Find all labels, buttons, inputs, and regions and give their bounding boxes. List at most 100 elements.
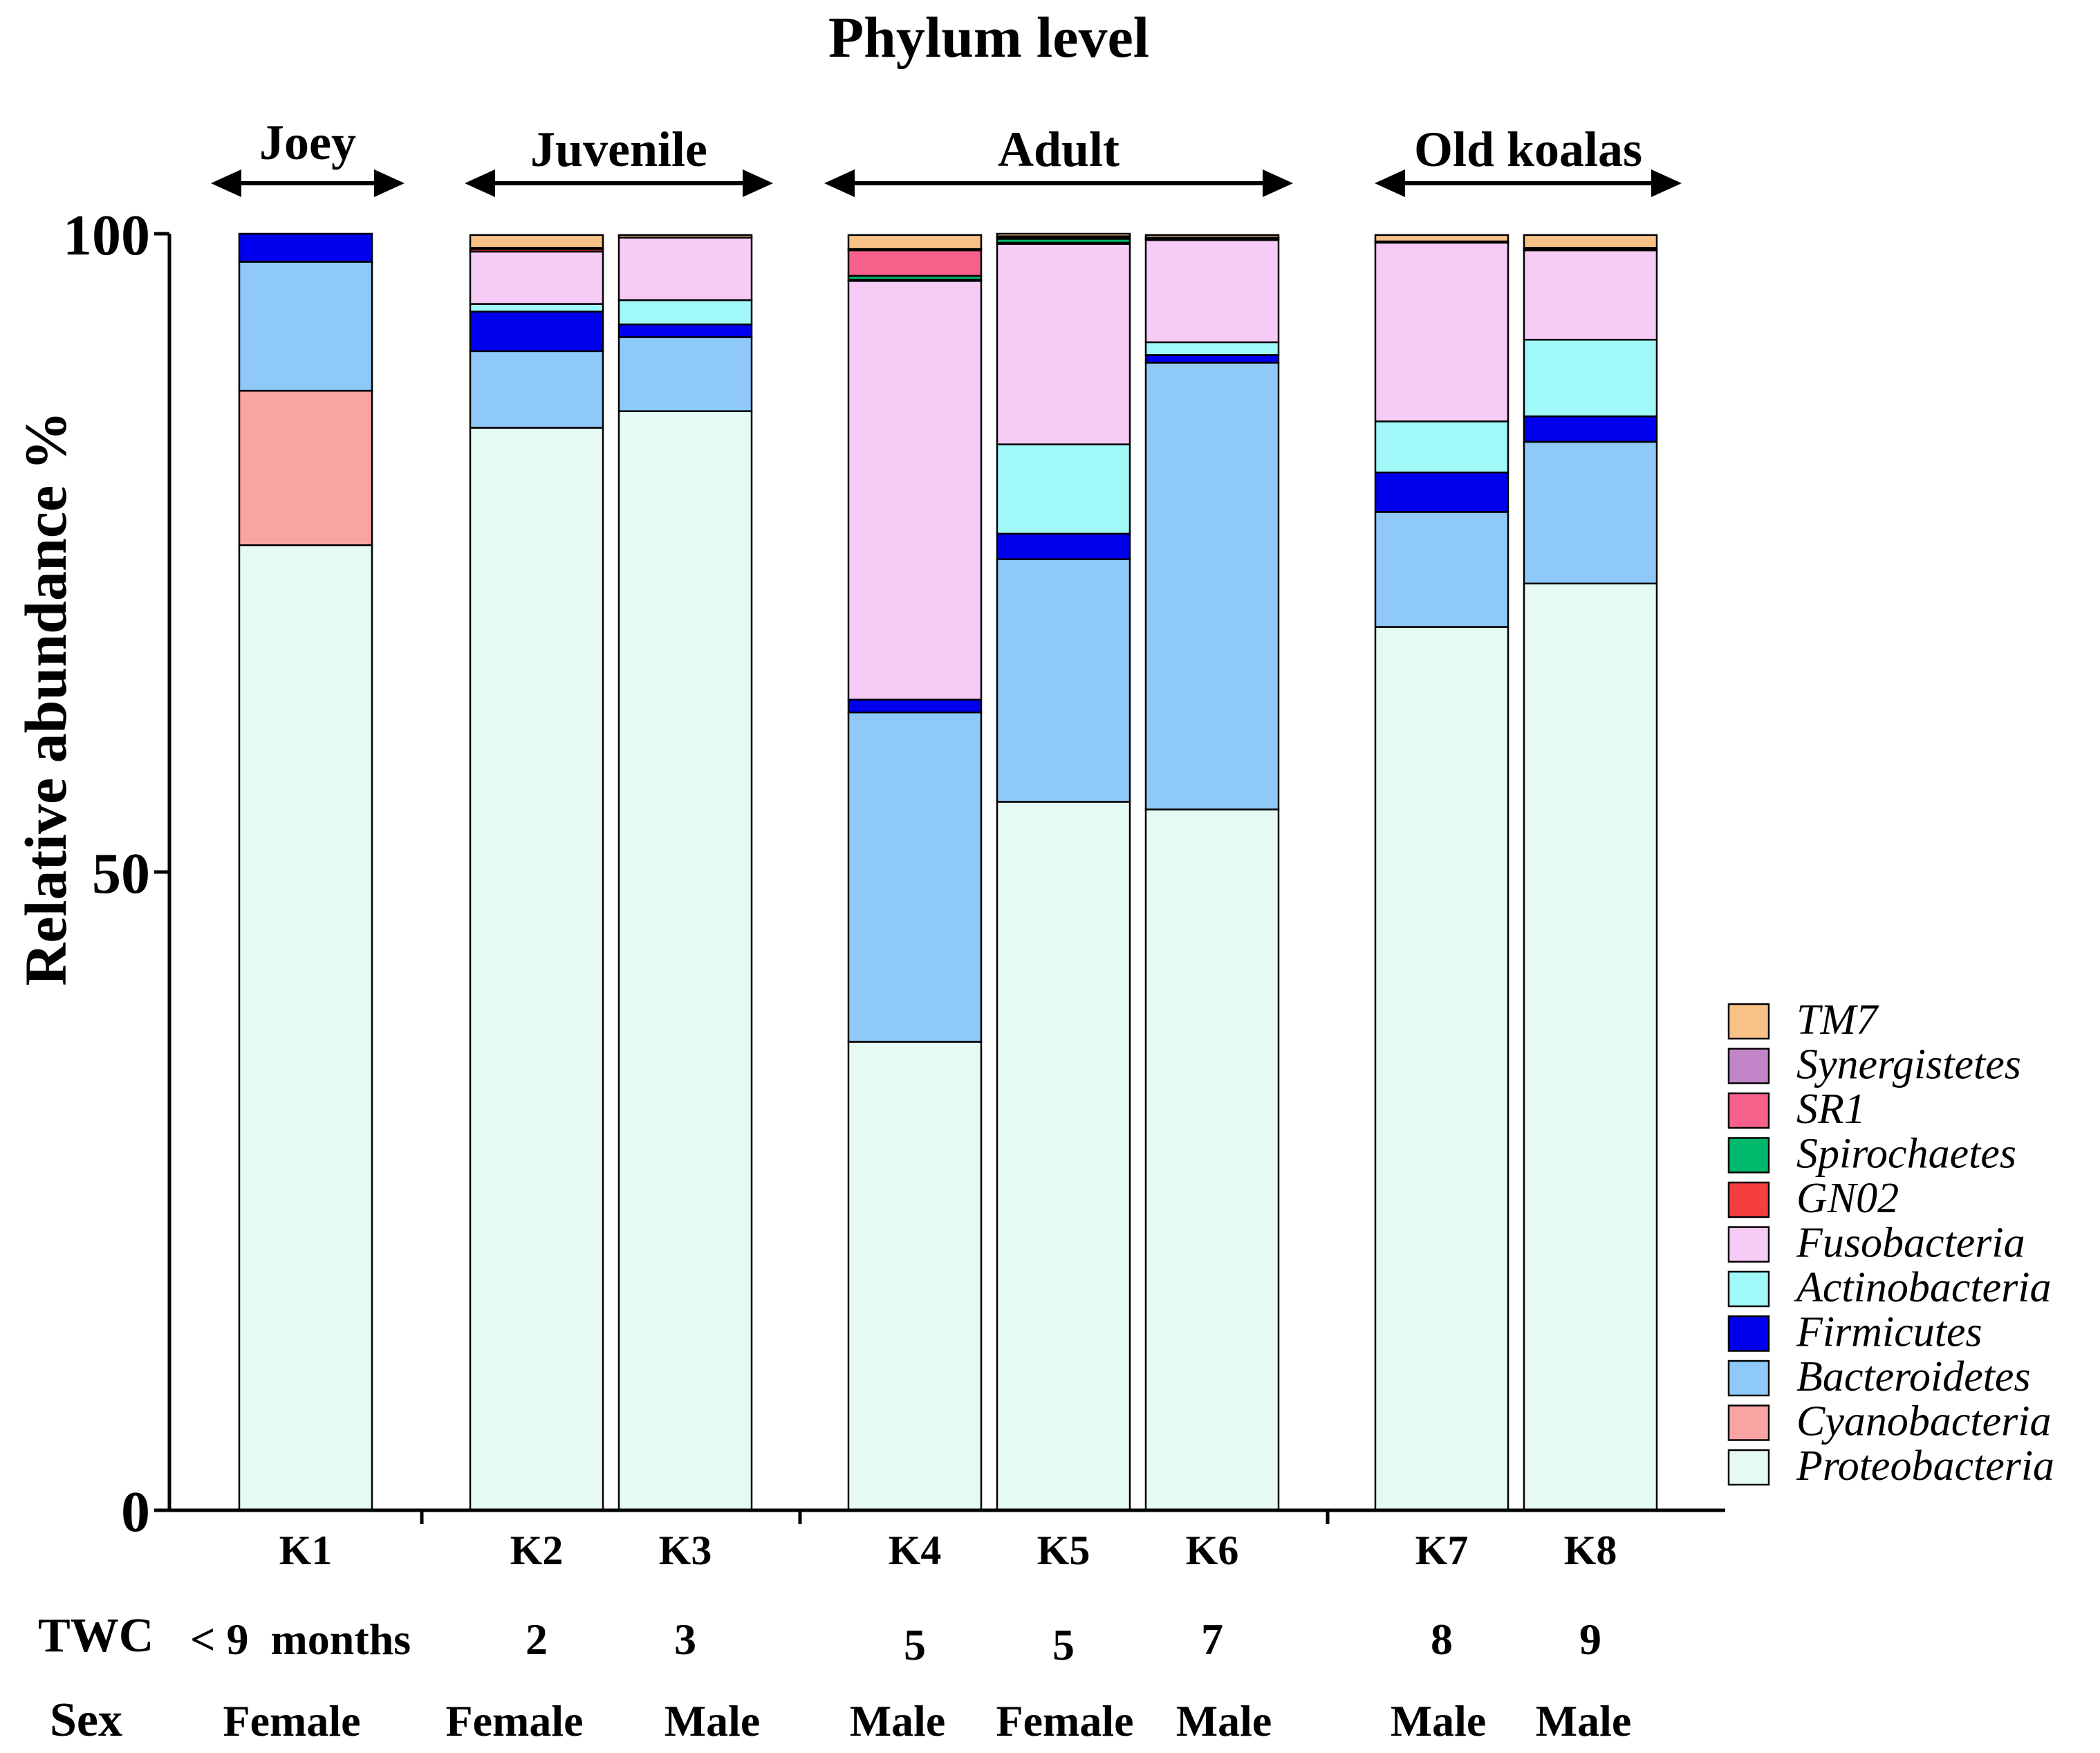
sex-value-k3: Male (665, 1696, 761, 1745)
bar-segment-k3-actinobacteria (617, 299, 753, 326)
bar-segment-k8-firmicutes (1523, 415, 1658, 443)
bar-segment-k5-actinobacteria (996, 443, 1131, 535)
bar-segment-k8-proteobacteria (1523, 582, 1658, 1512)
bar-segment-k2-actinobacteria (469, 303, 604, 313)
legend-item-sr1: SR1 (1727, 1086, 1866, 1133)
bar-segment-k8-tm7 (1523, 234, 1658, 249)
arrow-left-icon (1375, 169, 1405, 197)
bar-k2 (469, 234, 604, 1512)
sex-value-k2: Female (446, 1696, 584, 1745)
arrow-left-icon (824, 169, 855, 197)
arrow-right-icon (743, 169, 773, 197)
legend-label-gn02: GN02 (1796, 1175, 1899, 1222)
sex-value-k6: Male (1176, 1696, 1272, 1745)
bar-k5 (996, 232, 1131, 1512)
bar-segment-k3-tm7 (617, 234, 753, 239)
axes: 0 50 100 (63, 203, 1725, 1544)
legend-item-synergistetes: Synergistetes (1727, 1041, 2021, 1088)
bar-segment-k2-bacteroidetes (469, 350, 604, 429)
bar-segment-k8-bacteroidetes (1523, 440, 1658, 585)
sex-value-k7: Male (1391, 1696, 1487, 1745)
x-tick-label-k2: K2 (510, 1528, 564, 1573)
bar-segment-k7-tm7 (1374, 234, 1509, 243)
bar-segment-k6-fusobacteria (1144, 239, 1280, 344)
bar-segment-k3-firmicutes (617, 323, 753, 338)
bar-segment-k8-actinobacteria (1523, 338, 1658, 418)
bar-segment-k6-firmicutes (1144, 354, 1280, 364)
bar-segment-k5-proteobacteria (996, 801, 1131, 1512)
y-axis-label: Relative abundance % (12, 411, 79, 985)
bar-k6 (1144, 234, 1280, 1512)
legend-swatch-firmicutes (1727, 1315, 1770, 1352)
group-header-adult: Adult (824, 122, 1293, 197)
bar-k7 (1374, 234, 1509, 1512)
group-label-juvenile: Juvenile (530, 122, 707, 177)
bar-k4 (847, 234, 983, 1512)
legend-swatch-proteobacteria (1727, 1449, 1770, 1486)
legend-label-actinobacteria: Actinobacteria (1794, 1264, 2051, 1311)
bar-segment-k7-fusobacteria (1374, 241, 1509, 423)
x-tick-label-k5: K5 (1037, 1528, 1090, 1573)
legend-item-bacteroidetes: Bacteroidetes (1727, 1353, 2031, 1400)
bar-segment-k1-proteobacteria (238, 544, 373, 1512)
arrow-left-icon (465, 169, 495, 197)
bar-segment-k5-fusobacteria (996, 243, 1131, 445)
x-tick-label-k7: K7 (1415, 1528, 1469, 1573)
sex-row-label: Sex (50, 1694, 122, 1747)
chart-title: Phylum level (828, 6, 1149, 70)
legend-swatch-spirochaetes (1727, 1137, 1770, 1174)
bar-segment-k6-proteobacteria (1144, 808, 1280, 1512)
legend-label-bacteroidetes: Bacteroidetes (1796, 1353, 2031, 1400)
sex-value-k4: Male (850, 1696, 946, 1745)
x-tick-label-k8: K8 (1564, 1528, 1617, 1573)
arrow-right-icon (1651, 169, 1682, 197)
group-header-joey: Joey (211, 115, 405, 197)
bar-segment-k8-fusobacteria (1523, 249, 1658, 341)
bar-segment-k2-firmicutes (469, 310, 604, 353)
sex-value-k8: Male (1536, 1696, 1632, 1745)
legend-item-gn02: GN02 (1727, 1175, 1899, 1222)
twc-row-label: TWC (38, 1609, 154, 1662)
bar-segment-k2-proteobacteria (469, 427, 604, 1512)
legend-item-cyanobacteria: Cyanobacteria (1727, 1398, 2052, 1445)
bar-segment-k2-tm7 (469, 234, 604, 249)
legend-swatch-bacteroidetes (1727, 1360, 1770, 1397)
twc-value-k5: 5 (1052, 1620, 1075, 1669)
group-headers: Joey Juvenile Adult Old koalas (211, 115, 1682, 197)
bars (238, 232, 1658, 1512)
bar-segment-k6-tm7 (1144, 234, 1280, 239)
sex-value-k1: Female (223, 1696, 361, 1745)
bar-segment-k5-bacteroidetes (996, 558, 1131, 803)
bar-segment-k4-bacteroidetes (847, 712, 983, 1043)
legend-label-tm7: TM7 (1796, 996, 1879, 1044)
bar-segment-k2-fusobacteria (469, 250, 604, 305)
x-tick-label-k6: K6 (1186, 1528, 1239, 1573)
legend-label-fusobacteria: Fusobacteria (1796, 1220, 2025, 1267)
legend-item-tm7: TM7 (1727, 996, 1879, 1044)
group-header-old-koalas: Old koalas (1375, 122, 1682, 197)
twc-value-k3: 3 (674, 1615, 696, 1664)
legend-item-proteobacteria: Proteobacteria (1727, 1443, 2054, 1490)
legend-swatch-gn02 (1727, 1181, 1770, 1218)
bar-segment-k7-actinobacteria (1374, 420, 1509, 474)
x-labels: K1 K2 K3 K4 K5 K6 K7 K8 (279, 1528, 1617, 1573)
bar-segment-k3-bacteroidetes (617, 336, 753, 412)
bar-segment-k4-firmicutes (847, 698, 983, 714)
bar-segment-k1-bacteroidetes (238, 261, 373, 392)
y-tick-label-100: 100 (63, 203, 150, 268)
legend-item-actinobacteria: Actinobacteria (1727, 1264, 2051, 1311)
bar-segment-k3-fusobacteria (617, 236, 753, 302)
bar-segment-k1-cyanobacteria (238, 389, 373, 546)
bar-k3 (617, 234, 753, 1512)
legend-label-synergistetes: Synergistetes (1796, 1041, 2021, 1088)
bar-segment-k7-bacteroidetes (1374, 511, 1509, 628)
bar-k1 (238, 232, 373, 1512)
legend-item-spirochaetes: Spirochaetes (1727, 1131, 2016, 1178)
bar-segment-k3-proteobacteria (617, 410, 753, 1512)
group-label-adult: Adult (998, 122, 1119, 177)
info-rows: TWC < 9 months 2 3 5 5 7 8 9 Sex Female Female Male M… (38, 1609, 1631, 1747)
twc-value-k4: 5 (904, 1620, 926, 1669)
bar-segment-k5-firmicutes (996, 532, 1131, 560)
legend-label-cyanobacteria: Cyanobacteria (1796, 1398, 2052, 1445)
